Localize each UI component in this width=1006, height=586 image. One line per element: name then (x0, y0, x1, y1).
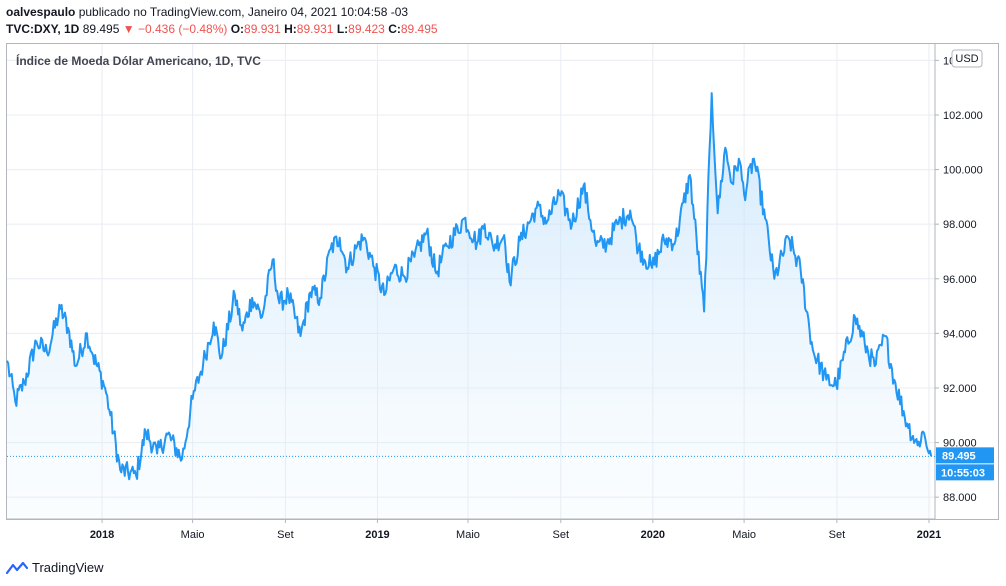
y-tick-label: 98.000 (943, 219, 977, 231)
low-label: L: (336, 22, 349, 36)
y-tick-label: 102.000 (943, 110, 983, 122)
y-tick-label: 94.000 (943, 328, 977, 340)
last-price: 89.495 (82, 22, 120, 36)
x-tick-label: Maio (181, 529, 205, 541)
publish-info: oalvespaulo publicado no TradingView.com… (6, 5, 408, 19)
x-tick-label: 2019 (365, 529, 389, 541)
y-tick-label: 90.000 (943, 438, 977, 450)
plot-area (6, 92, 933, 519)
open-label: O: (230, 22, 245, 36)
y-tick-label: 92.000 (943, 383, 977, 395)
x-tick-label: Set (553, 529, 570, 541)
published-text: publicado no TradingView.com, Janeiro 04… (78, 5, 409, 19)
price-tags: 89.495 10:55:03 (7, 447, 994, 481)
series-area-fill (7, 93, 932, 519)
brand-label: TradingView (32, 560, 104, 575)
symbol-label: TVC:DXY, 1D (6, 22, 80, 36)
chart-title: Índice de Moeda Dólar Americano, 1D, TVC (16, 53, 261, 68)
last-price-tag-label: 89.495 (942, 450, 976, 462)
open-value: 89.931 (244, 22, 281, 36)
x-tick-label: 2018 (90, 529, 114, 541)
last-time-tag (936, 464, 994, 481)
x-tick-label: Maio (456, 529, 480, 541)
series-line (6, 92, 933, 481)
low-value: 89.423 (348, 22, 385, 36)
x-tick-label: 2021 (917, 529, 941, 541)
tradingview-icon (6, 561, 28, 574)
last-price-tag (936, 447, 994, 464)
high-label: H: (284, 22, 297, 36)
ohlc-bar: TVC:DXY, 1D 89.495 ▼ −0.436 (−0.48%) O:8… (6, 22, 438, 36)
y-tick-label: 100.000 (943, 165, 983, 177)
y-tick-label: 96.000 (943, 274, 977, 286)
author-name: oalvespaulo (6, 5, 76, 19)
price-change: ▼ −0.436 (−0.48%) (122, 22, 228, 36)
high-value: 89.931 (296, 22, 334, 36)
last-time-tag-label: 10:55:03 (941, 467, 985, 479)
currency-label: USD (955, 53, 978, 65)
close-label: C: (388, 22, 401, 36)
time-axis[interactable]: 2018 Maio Set 2019 Maio Set 2020 Maio Set 2021 (7, 518, 941, 541)
x-tick-label: Set (829, 529, 846, 541)
x-tick-label: Maio (732, 529, 756, 541)
tradingview-logo[interactable]: TradingView (6, 560, 104, 575)
close-value: 89.495 (400, 22, 438, 36)
x-tick-label: Set (277, 529, 294, 541)
currency-badge[interactable]: USD (951, 49, 983, 68)
price-axis[interactable]: 88.000 90.000 92.000 94.000 96.000 98.000 100.… (934, 44, 983, 519)
x-tick-label: 2020 (641, 529, 665, 541)
y-tick-label: 88.000 (943, 492, 977, 504)
